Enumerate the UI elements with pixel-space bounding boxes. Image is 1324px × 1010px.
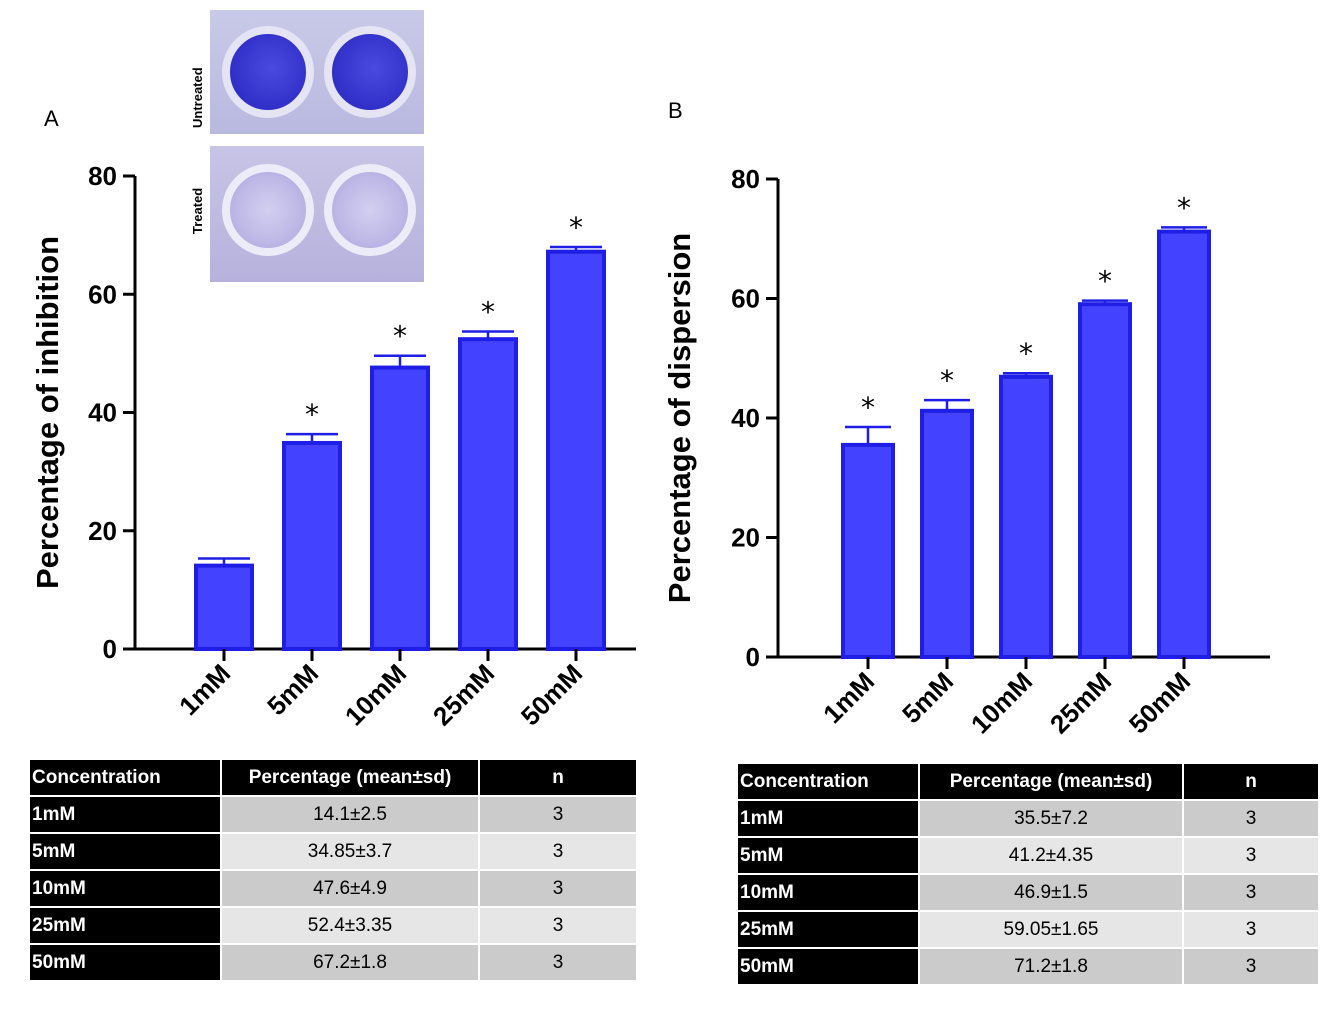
y-tick-label: 0: [746, 642, 760, 672]
cell-n: 3: [480, 834, 636, 869]
x-tick-label-1mM: 1mM: [817, 666, 880, 729]
header-percentage: Percentage (mean±sd): [222, 760, 478, 795]
table-row: 1mM 14.1±2.5 3: [30, 797, 636, 832]
dispersion-table: Concentration Percentage (mean±sd) n 1mM…: [736, 762, 1320, 986]
treated-label: Treated: [190, 187, 205, 234]
significance-star: *: [861, 391, 875, 424]
header-n: n: [480, 760, 636, 795]
header-percentage: Percentage (mean±sd): [920, 764, 1182, 799]
cell-percentage: 35.5±7.2: [920, 801, 1182, 836]
panel-label-a: A: [44, 106, 59, 131]
y-tick-label: 20: [731, 523, 760, 553]
cell-percentage: 34.85±3.7: [222, 834, 478, 869]
well-untreated-1: [222, 26, 314, 118]
cell-concentration: 50mM: [738, 949, 918, 984]
significance-star: *: [305, 398, 319, 431]
cell-concentration: 25mM: [738, 912, 918, 947]
cell-n: 3: [480, 797, 636, 832]
table-row: 10mM 46.9±1.5 3: [738, 875, 1318, 910]
cell-concentration: 5mM: [30, 834, 220, 869]
cell-concentration: 1mM: [30, 797, 220, 832]
significance-star: *: [1177, 191, 1191, 224]
table-row: 1mM 35.5±7.2 3: [738, 801, 1318, 836]
significance-star: *: [940, 364, 954, 397]
bar-10mM: [999, 374, 1053, 659]
table-row: 25mM 59.05±1.65 3: [738, 912, 1318, 947]
table-header-row: Concentration Percentage (mean±sd) n: [30, 760, 636, 795]
well-plate-photo: Untreated Treated: [188, 0, 424, 282]
cell-percentage: 14.1±2.5: [222, 797, 478, 832]
bar-5mM: [282, 440, 342, 651]
y-tick-label: 40: [731, 403, 760, 433]
y-tick-label: 40: [88, 398, 117, 428]
significance-star: *: [1019, 337, 1033, 370]
table-header-row: Concentration Percentage (mean±sd) n: [738, 764, 1318, 799]
cell-n: 3: [1184, 838, 1318, 873]
table-row: 25mM 52.4±3.35 3: [30, 908, 636, 943]
bar-50mM: [1157, 229, 1211, 660]
cell-n: 3: [1184, 949, 1318, 984]
significance-star: *: [481, 295, 495, 328]
well-untreated-2: [324, 26, 416, 118]
bar-1mM: [841, 442, 895, 660]
cell-n: 3: [480, 871, 636, 906]
y-tick-label: 80: [731, 164, 760, 194]
cell-percentage: 46.9±1.5: [920, 875, 1182, 910]
cell-n: 3: [1184, 912, 1318, 947]
x-tick-label-50mM: 50mM: [1123, 666, 1196, 739]
y-axis-label: Percentage of dispersion: [662, 233, 697, 603]
y-tick-label: 80: [88, 161, 117, 191]
bar-1mM: [194, 563, 254, 651]
header-concentration: Concentration: [30, 760, 220, 795]
inhibition-table: Concentration Percentage (mean±sd) n 1mM…: [28, 758, 638, 982]
y-tick-label: 60: [731, 284, 760, 314]
cell-percentage: 71.2±1.8: [920, 949, 1182, 984]
cell-percentage: 52.4±3.35: [222, 908, 478, 943]
well-treated-1: [222, 164, 314, 256]
table-row: 50mM 71.2±1.8 3: [738, 949, 1318, 984]
table-row: 5mM 41.2±4.35 3: [738, 838, 1318, 873]
table-row: 50mM 67.2±1.8 3: [30, 945, 636, 980]
treated-wells: [210, 146, 424, 282]
significance-star: *: [1098, 265, 1112, 298]
well-treated-2: [324, 164, 416, 256]
cell-concentration: 25mM: [30, 908, 220, 943]
cell-concentration: 5mM: [738, 838, 918, 873]
cell-n: 3: [480, 908, 636, 943]
cell-percentage: 59.05±1.65: [920, 912, 1182, 947]
cell-concentration: 10mM: [30, 871, 220, 906]
table-row: 5mM 34.85±3.7 3: [30, 834, 636, 869]
cell-n: 3: [480, 945, 636, 980]
chart-inhibition: Percentage of inhibition0204060801mM*5mM…: [30, 161, 636, 731]
y-tick-label: 20: [88, 516, 117, 546]
untreated-label: Untreated: [190, 67, 205, 128]
x-tick-label-25mM: 25mM: [1044, 666, 1117, 739]
header-n: n: [1184, 764, 1318, 799]
cell-percentage: 41.2±4.35: [920, 838, 1182, 873]
bar-25mM: [1078, 302, 1132, 659]
y-tick-label: 0: [103, 634, 117, 664]
cell-n: 3: [1184, 801, 1318, 836]
panel-label-b: B: [668, 98, 683, 123]
cell-concentration: 10mM: [738, 875, 918, 910]
x-tick-label-5mM: 5mM: [896, 666, 959, 729]
y-axis-label: Percentage of inhibition: [30, 236, 65, 589]
cell-percentage: 67.2±1.8: [222, 945, 478, 980]
cell-concentration: 1mM: [738, 801, 918, 836]
significance-star: *: [393, 320, 407, 353]
chart-dispersion: Percentage of dispersion 0 20 40 60 80 * 1mM * 5m…: [662, 164, 1270, 739]
cell-n: 3: [1184, 875, 1318, 910]
bar-5mM: [920, 408, 974, 659]
header-concentration: Concentration: [738, 764, 918, 799]
x-tick-label-10mM: 10mM: [965, 666, 1038, 739]
cell-percentage: 47.6±4.9: [222, 871, 478, 906]
y-tick-label: 60: [88, 279, 117, 309]
table-row: 10mM 47.6±4.9 3: [30, 871, 636, 906]
significance-star: *: [569, 211, 583, 244]
untreated-wells: [210, 10, 424, 134]
cell-concentration: 50mM: [30, 945, 220, 980]
